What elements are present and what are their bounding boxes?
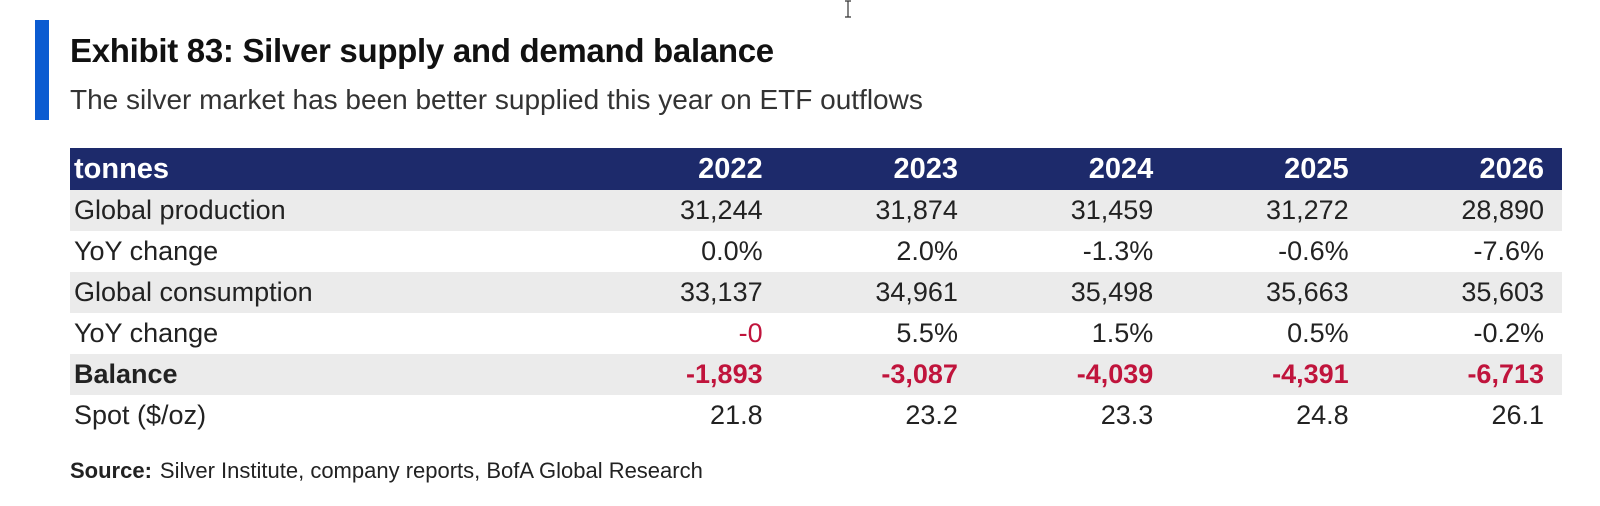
row-label: Balance <box>74 359 178 389</box>
header-year-2025: 2025 <box>1284 153 1349 185</box>
accent-bar <box>35 20 49 120</box>
header-year-2023: 2023 <box>893 153 958 185</box>
table-cell: 0.5% <box>1287 318 1349 348</box>
header-unit: tonnes <box>74 153 170 185</box>
table-row-production-yoy: YoY change 0.0% 2.0% -1.3% -0.6% -7.6% <box>70 231 1562 272</box>
header-year-2024: 2024 <box>1088 153 1154 185</box>
table-cell: 0.0% <box>701 236 763 266</box>
table-cell: -7.6% <box>1473 236 1544 266</box>
table-row-spot-price: Spot ($/oz) 21.8 23.2 23.3 24.8 26.1 <box>70 395 1562 436</box>
supply-demand-table: tonnes 2022 2023 2024 2025 2026 Global p… <box>70 148 1562 436</box>
table-cell: 21.8 <box>710 400 763 430</box>
row-label: Spot ($/oz) <box>74 400 207 430</box>
table-cell: 31,272 <box>1266 195 1349 225</box>
row-label: Global production <box>74 195 286 225</box>
table-cell: 5.5% <box>896 318 958 348</box>
table-row-global-consumption: Global consumption 33,137 34,961 35,498 … <box>70 272 1562 313</box>
table-cell: 26.1 <box>1491 400 1544 430</box>
table-row-consumption-yoy: YoY change -0 5.5% 1.5% 0.5% -0.2% <box>70 313 1562 354</box>
table-cell: -6,713 <box>1467 359 1544 389</box>
table-cell: -4,391 <box>1272 359 1349 389</box>
table-cell: 23.3 <box>1100 400 1154 430</box>
table-cell: -1,893 <box>686 359 763 389</box>
table-row-balance: Balance -1,893 -3,087 -4,039 -4,391 -6,7… <box>70 354 1562 395</box>
table-header-row: tonnes 2022 2023 2024 2025 2026 <box>70 148 1562 190</box>
source-note: Source: Silver Institute, company reports… <box>70 458 703 484</box>
table-cell: -0 <box>738 318 763 348</box>
table-cell: 35,663 <box>1266 277 1349 307</box>
table-cell: 24.8 <box>1296 400 1349 430</box>
text-cursor-icon <box>845 0 851 18</box>
source-text: Silver Institute, company reports, BofA … <box>159 458 703 483</box>
table-cell: 1.5% <box>1091 318 1154 348</box>
table-cell: -0.6% <box>1278 236 1349 266</box>
table-cell: 31,244 <box>680 195 763 225</box>
table-cell: 28,890 <box>1461 195 1544 225</box>
source-label: Source: <box>70 458 152 483</box>
exhibit-title: Exhibit 83: Silver supply and demand bal… <box>70 32 774 69</box>
table-cell: -1.3% <box>1082 236 1154 266</box>
table-cell: 31,459 <box>1070 195 1154 225</box>
row-label: YoY change <box>74 318 219 348</box>
table-cell: 35,498 <box>1070 277 1154 307</box>
exhibit-subtitle: The silver market has been better suppli… <box>70 84 923 115</box>
row-label: YoY change <box>74 236 219 266</box>
row-label: Global consumption <box>74 277 313 307</box>
header-year-2026: 2026 <box>1479 153 1544 185</box>
table-cell: 23.2 <box>905 400 958 430</box>
table-cell: -3,087 <box>881 359 958 389</box>
table-cell: 35,603 <box>1461 277 1544 307</box>
table-row-global-production: Global production 31,244 31,874 31,459 3… <box>70 190 1562 231</box>
table-cell: 31,874 <box>875 195 958 225</box>
table-cell: 34,961 <box>875 277 958 307</box>
table-cell: 33,137 <box>680 277 763 307</box>
table-cell: -0.2% <box>1473 318 1544 348</box>
table-cell: 2.0% <box>896 236 958 266</box>
header-year-2022: 2022 <box>698 153 763 185</box>
table-cell: -4,039 <box>1076 359 1154 389</box>
